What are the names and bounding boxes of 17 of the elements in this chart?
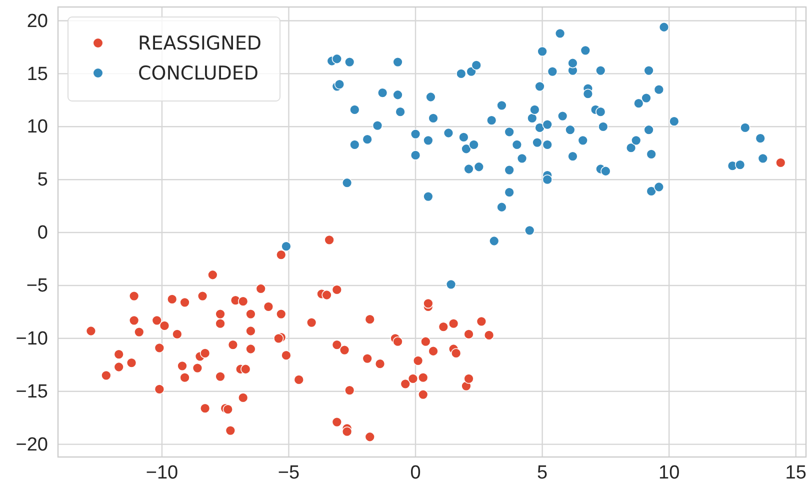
y-tick-label: −20 [16, 434, 48, 456]
legend-label: CONCLUDED [138, 62, 259, 85]
x-tick-label: 10 [658, 462, 680, 484]
y-tick-label: 5 [37, 170, 48, 191]
y-tick-label: 15 [26, 64, 48, 85]
y-tick-label: 20 [26, 10, 48, 32]
x-tick-label: −5 [278, 462, 300, 484]
y-tick-label: 10 [26, 116, 48, 138]
x-tick-label: 5 [537, 462, 548, 484]
y-tick-label: −5 [26, 276, 48, 297]
y-tick-label: −15 [16, 381, 48, 402]
x-tick-label: 0 [410, 462, 421, 484]
legend-label: REASSIGNED [138, 32, 262, 55]
x-tick-label: 15 [785, 462, 806, 484]
y-tick-label: 0 [37, 222, 48, 244]
y-tick-label: −10 [16, 328, 48, 350]
x-tick-label: −10 [146, 462, 178, 484]
